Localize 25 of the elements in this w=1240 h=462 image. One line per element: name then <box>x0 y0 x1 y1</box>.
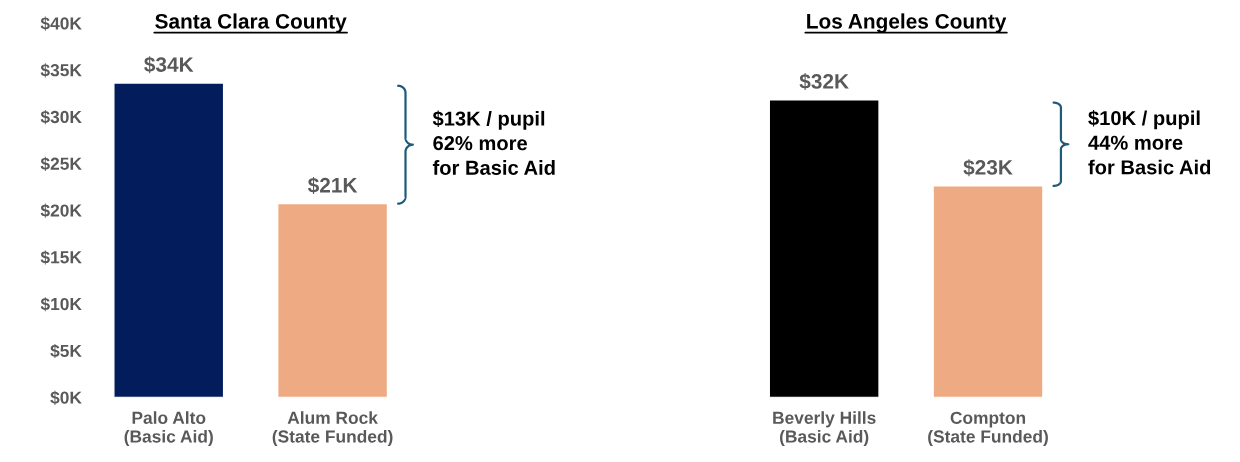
x-tick-label: Palo Alto (Basic Aid) <box>124 411 213 447</box>
y-tick-label: $0K <box>50 390 82 405</box>
y-tick-label: $10K <box>40 297 82 312</box>
bar <box>276 202 389 398</box>
y-tick-label: $5K <box>50 343 82 359</box>
y-tick-label: $30K <box>40 110 82 125</box>
y-tick-label: $35K <box>40 63 82 78</box>
annotation: $13K / pupil 62% more for Basic Aid <box>432 110 555 175</box>
annotation: Santa Clara County <box>155 13 347 33</box>
x-tick-label: Compton (State Funded) <box>928 411 1048 447</box>
bar <box>932 185 1044 398</box>
bar <box>113 82 225 398</box>
y-tick-label: $25K <box>40 156 82 172</box>
annotation: Los Angeles County <box>807 13 1007 33</box>
y-tick-label: $40K <box>40 16 82 31</box>
data-label: $21K <box>307 176 358 194</box>
bar <box>768 99 880 398</box>
x-tick-label: Beverly Hills (Basic Aid) <box>773 411 876 447</box>
data-label: $23K <box>963 159 1013 177</box>
y-tick-label: $15K <box>40 250 82 265</box>
text: $10K / pupil 44% more for Basic Aid <box>1088 110 1211 175</box>
data-label: $34K <box>144 56 194 74</box>
y-tick-label: $20K <box>40 203 82 218</box>
data-label: $32K <box>799 73 849 91</box>
x-tick-label: Alum Rock (State Funded) <box>272 411 393 447</box>
